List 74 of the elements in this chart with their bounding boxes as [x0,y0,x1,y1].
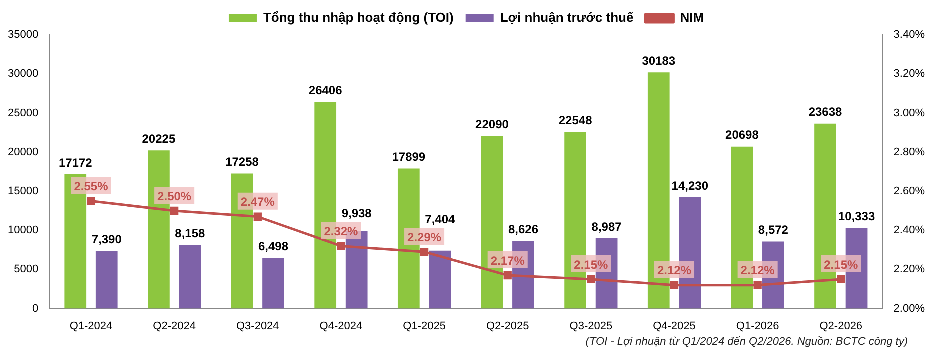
data-label: 2.17% [490,254,526,268]
x-tick-label: Q2-2024 [153,320,196,332]
y-tick-label: 15000 [8,185,39,198]
data-label: 20225 [142,132,176,146]
x-tick-label: Q3-2025 [570,320,613,332]
y2-tick-label: 3.40% [894,29,926,42]
y2-tick-label: 2.20% [894,264,926,276]
data-label: 6,498 [258,239,289,254]
x-tick-label: Q1-2026 [736,320,780,332]
data-label: 30183 [642,54,676,68]
point [837,275,846,284]
data-label: 10,333 [838,209,876,224]
point [337,242,346,250]
data-label: 17258 [226,155,260,170]
data-label: 22548 [558,114,593,128]
data-label: 7,390 [92,232,122,246]
data-label: 14,230 [672,178,709,193]
point [504,271,512,280]
text: (TOI - Lợi nhuận từ Q1/2024 đến Q2/2026. Nguồn: BCTC công ty) [586,336,908,348]
legend-label: Tổng thu nhập hoạt động (TOI) [263,10,454,26]
y2-tick-label: 3.20% [894,68,926,80]
data-label: 23638 [808,105,843,120]
x-tick-label: Q2-2025 [486,320,530,332]
data-label: 2.15% [574,258,609,272]
y-tick-label: 5000 [14,264,39,276]
point [670,281,679,290]
y-tick-label: 10000 [8,224,39,237]
legend-label: NIM [680,10,704,26]
x-tick-label: Q4-2024 [320,320,363,332]
y-tick-label: 20000 [8,146,39,158]
data-label: 2.29% [408,230,442,244]
data-label: 22090 [476,117,510,132]
y-tick-label: 0 [32,302,39,315]
y2-tick-label: 2.40% [894,224,926,237]
y2-tick-label: 2.00% [894,302,926,315]
bar [262,258,284,309]
point [754,281,762,290]
y-tick-label: 30000 [8,68,39,80]
data-label: 2.12% [657,264,692,278]
data-label: 8,987 [592,220,622,234]
x-tick-label: Q4-2025 [653,320,696,332]
data-label: 2.32% [324,224,359,239]
data-label: 7,404 [425,212,456,226]
data-label: 8,158 [175,226,206,240]
data-label: 17899 [392,150,426,164]
data-label: 2.12% [740,264,776,278]
point [254,212,262,221]
y2-tick-label: 2.80% [894,146,926,158]
bar [96,250,118,309]
point [87,197,96,206]
data-label: 9,938 [342,206,372,221]
data-label: 17172 [58,156,93,170]
data-label: 2.15% [824,258,858,272]
data-label: 2.55% [74,180,109,194]
x-tick-label: Q2-2026 [820,320,863,332]
data-label: 20698 [726,128,760,142]
point [420,248,429,256]
data-label: 2.47% [240,195,276,210]
bar [179,244,202,309]
data-label: 26406 [308,84,343,98]
y2-tick-label: 2.60% [894,185,926,198]
x-tick-label: Q1-2025 [403,320,446,332]
data-label: 8,572 [758,223,789,238]
data-label: 8,626 [508,222,539,237]
y2-tick-label: 3.00% [894,107,926,120]
point [587,275,596,284]
y-tick-label: 25000 [8,107,39,120]
y-tick-label: 35000 [8,29,39,42]
x-tick-label: Q3-2024 [236,320,280,332]
legend-label: Lợi nhuận trước thuế [500,10,634,26]
x-tick-label: Q1-2024 [70,320,113,332]
data-label: 2.50% [158,189,192,204]
bar [429,250,452,309]
point [170,206,179,216]
